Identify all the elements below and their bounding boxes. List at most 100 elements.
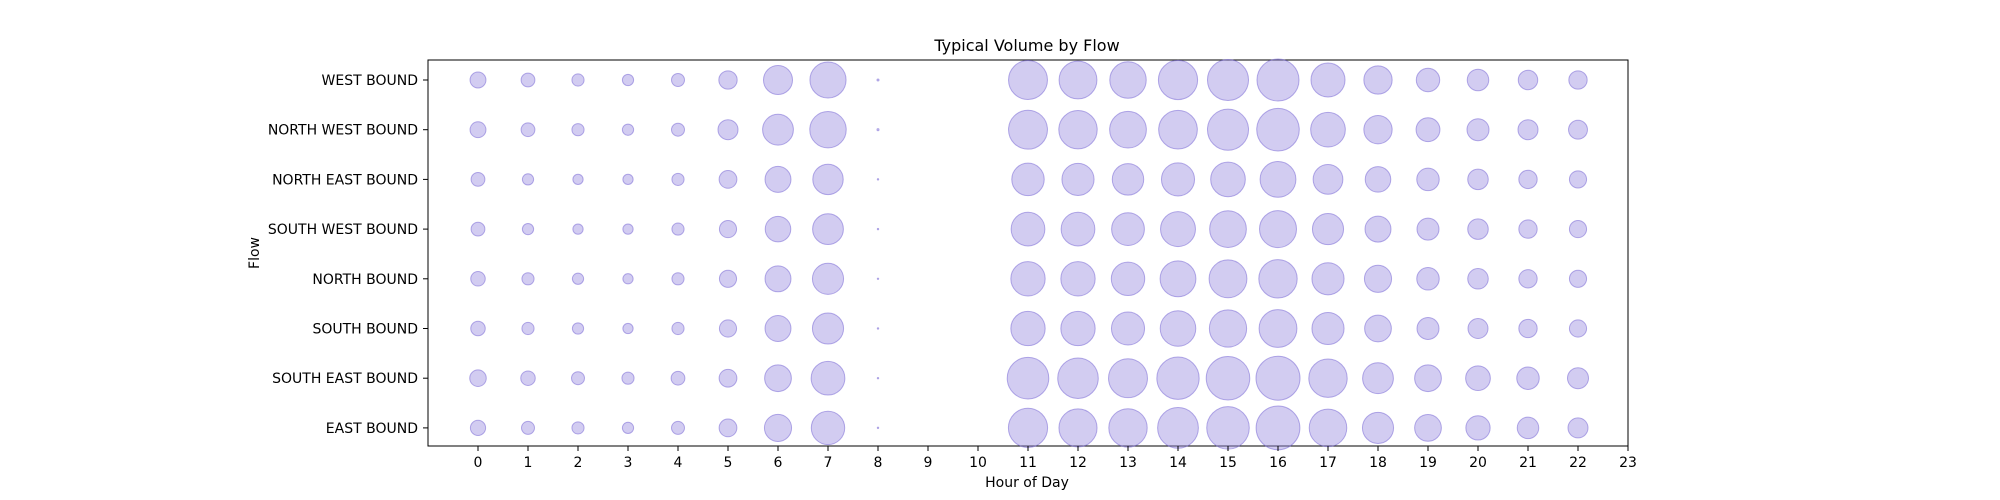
data-point — [1206, 108, 1250, 151]
x-axis-label: Hour of Day — [985, 475, 1069, 491]
data-point — [1567, 417, 1589, 439]
data-point — [876, 227, 880, 231]
data-point — [1310, 111, 1346, 148]
data-point — [670, 370, 686, 386]
data-point — [1308, 408, 1348, 448]
x-tick-label: 7 — [824, 455, 833, 471]
data-point — [763, 413, 793, 442]
data-point — [764, 315, 792, 342]
data-point — [470, 221, 486, 237]
x-tick-label: 6 — [774, 455, 783, 471]
x-tick-label: 21 — [1519, 455, 1537, 471]
data-point — [1255, 355, 1301, 401]
data-point — [764, 165, 792, 193]
data-point — [1008, 109, 1048, 150]
data-point — [1518, 219, 1538, 239]
data-point — [810, 360, 846, 396]
data-point — [1467, 168, 1489, 191]
data-point — [1060, 261, 1096, 297]
data-point — [876, 327, 880, 330]
data-point — [1256, 107, 1300, 152]
data-point — [571, 272, 585, 285]
y-tick-label: WEST BOUND — [322, 73, 418, 89]
x-tick-label: 0 — [474, 455, 483, 471]
data-point — [762, 64, 794, 96]
data-point — [1416, 267, 1440, 291]
data-point — [876, 178, 880, 181]
data-point — [521, 222, 535, 236]
data-point — [1258, 309, 1298, 348]
x-tick-label: 2 — [574, 455, 583, 471]
data-point — [809, 110, 847, 149]
data-point — [571, 371, 585, 386]
data-point — [1109, 61, 1147, 99]
x-tick-label: 23 — [1619, 455, 1637, 471]
data-point — [762, 113, 794, 146]
data-point — [1364, 314, 1392, 343]
y-tick-label: SOUTH BOUND — [312, 322, 418, 338]
data-point — [1209, 210, 1247, 248]
y-tick-label: NORTH WEST BOUND — [268, 123, 418, 139]
data-point — [622, 223, 634, 235]
data-point — [469, 369, 487, 387]
data-point — [622, 173, 634, 186]
data-point — [718, 269, 738, 288]
data-point — [1110, 261, 1146, 296]
data-point — [1465, 415, 1491, 441]
data-point — [671, 172, 685, 186]
data-point — [1568, 220, 1588, 239]
y-tick-label: SOUTH EAST BOUND — [272, 371, 418, 387]
data-point — [621, 73, 635, 87]
data-point — [1109, 110, 1147, 149]
x-axis: 0 1 2 3 4 5 6 7 8 9 10 11 12 13 14 15 16 17 18 19 20 21 22 23 — [474, 446, 1637, 471]
data-point — [1566, 367, 1590, 390]
data-point — [876, 376, 880, 380]
chart-title: Typical Volume by Flow — [933, 36, 1119, 55]
data-point — [1363, 65, 1393, 95]
data-point — [521, 420, 535, 435]
data-point — [521, 321, 535, 336]
y-tick-label: NORTH EAST BOUND — [272, 172, 418, 188]
data-point — [1206, 406, 1250, 450]
data-point — [1416, 217, 1440, 241]
data-point — [1006, 356, 1050, 400]
data-point — [876, 426, 880, 430]
data-point — [1363, 264, 1393, 293]
data-point — [1517, 69, 1539, 91]
data-point — [1255, 405, 1301, 451]
data-point — [1414, 414, 1442, 442]
x-tick-label: 16 — [1269, 455, 1287, 471]
data-point — [1362, 362, 1394, 395]
data-point — [1206, 58, 1250, 102]
data-point — [1011, 162, 1045, 197]
data-point — [1259, 160, 1297, 198]
data-point — [811, 312, 845, 345]
data-point — [876, 277, 880, 281]
data-point — [1157, 59, 1199, 101]
data-point — [671, 272, 685, 286]
data-point — [1061, 162, 1095, 196]
data-point — [876, 78, 880, 82]
x-tick-label: 14 — [1169, 455, 1187, 471]
data-point — [1308, 358, 1348, 398]
data-point — [1010, 261, 1046, 297]
x-tick-label: 8 — [874, 455, 883, 471]
data-point — [1058, 408, 1098, 448]
data-point — [671, 73, 685, 87]
data-point — [1060, 310, 1096, 347]
data-point — [571, 322, 585, 335]
data-point — [718, 220, 738, 239]
data-point — [470, 271, 486, 287]
data-point — [876, 128, 880, 132]
data-point — [1568, 170, 1588, 189]
data-point — [1108, 358, 1148, 399]
x-tick-label: 4 — [674, 455, 683, 471]
data-point — [718, 70, 738, 90]
data-point — [469, 419, 487, 437]
data-point — [1516, 416, 1540, 440]
x-tick-label: 9 — [924, 455, 933, 471]
x-tick-label: 1 — [524, 455, 533, 471]
data-point — [1007, 407, 1049, 448]
data-point — [1160, 211, 1196, 248]
